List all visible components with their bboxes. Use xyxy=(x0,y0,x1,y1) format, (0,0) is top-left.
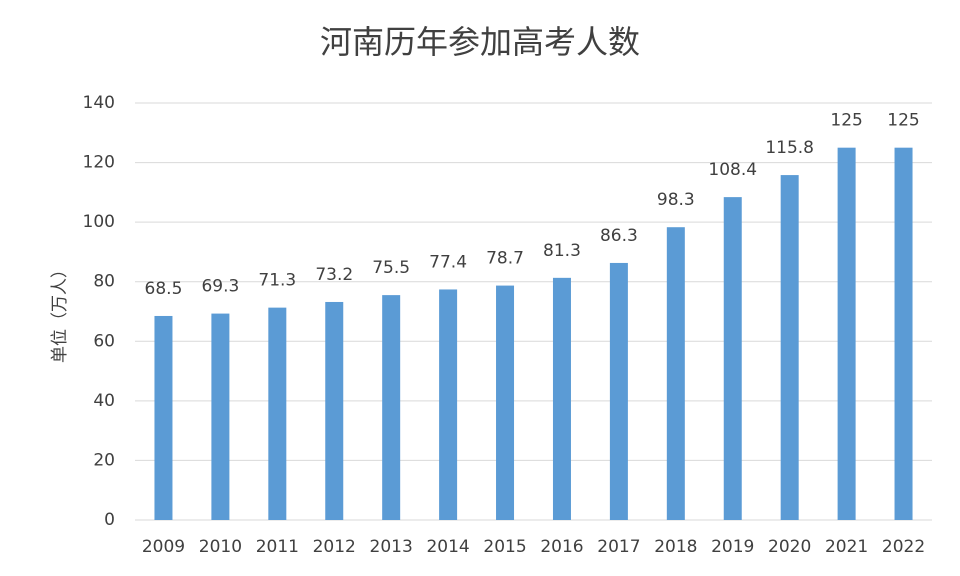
bar xyxy=(325,301,344,520)
data-label: 86.3 xyxy=(600,226,638,246)
bar xyxy=(496,285,515,520)
y-tick-label: 120 xyxy=(83,153,115,173)
y-tick-label: 100 xyxy=(83,212,115,232)
x-tick-label: 2015 xyxy=(483,537,526,557)
y-tick-label: 0 xyxy=(104,510,115,530)
data-label: 75.5 xyxy=(372,258,410,278)
bar xyxy=(211,313,230,520)
bar xyxy=(723,197,742,520)
bar xyxy=(780,175,799,520)
data-label: 81.3 xyxy=(543,241,581,261)
x-tick-label: 2018 xyxy=(654,537,697,557)
x-tick-label: 2010 xyxy=(199,537,242,557)
x-tick-label: 2017 xyxy=(597,537,640,557)
x-tick-label: 2011 xyxy=(256,537,299,557)
data-label: 78.7 xyxy=(486,249,524,269)
x-tick-label: 2022 xyxy=(882,537,925,557)
x-tick-label: 2012 xyxy=(313,537,356,557)
y-tick-label: 140 xyxy=(83,93,115,113)
y-tick-label: 20 xyxy=(93,450,115,470)
chart-title: 河南历年参加高考人数 xyxy=(320,23,640,61)
data-label: 69.3 xyxy=(201,277,239,297)
bar xyxy=(382,295,401,520)
bar xyxy=(154,315,173,520)
bar xyxy=(837,147,856,520)
data-label: 125 xyxy=(830,111,862,131)
y-tick-label: 40 xyxy=(93,391,115,411)
y-tick-label: 80 xyxy=(93,272,115,292)
data-label: 125 xyxy=(887,111,919,131)
bar xyxy=(894,147,913,520)
bar xyxy=(439,289,458,520)
x-tick-label: 2014 xyxy=(426,537,469,557)
y-tick-label: 60 xyxy=(93,331,115,351)
bar xyxy=(666,227,685,520)
data-label: 98.3 xyxy=(657,190,695,210)
data-label: 108.4 xyxy=(708,160,757,180)
x-tick-label: 2020 xyxy=(768,537,811,557)
bar xyxy=(609,262,628,520)
x-tick-label: 2021 xyxy=(825,537,868,557)
x-tick-label: 2019 xyxy=(711,537,754,557)
data-label: 73.2 xyxy=(315,265,353,285)
x-tick-label: 2013 xyxy=(370,537,413,557)
data-label: 115.8 xyxy=(765,138,814,158)
x-tick-label: 2009 xyxy=(142,537,185,557)
y-axis-label: 单位（万人） xyxy=(50,261,70,363)
bar xyxy=(268,307,287,520)
data-label: 68.5 xyxy=(145,279,183,299)
bar xyxy=(552,277,571,520)
data-label: 71.3 xyxy=(258,271,296,291)
data-label: 77.4 xyxy=(429,252,467,272)
x-tick-label: 2016 xyxy=(540,537,583,557)
